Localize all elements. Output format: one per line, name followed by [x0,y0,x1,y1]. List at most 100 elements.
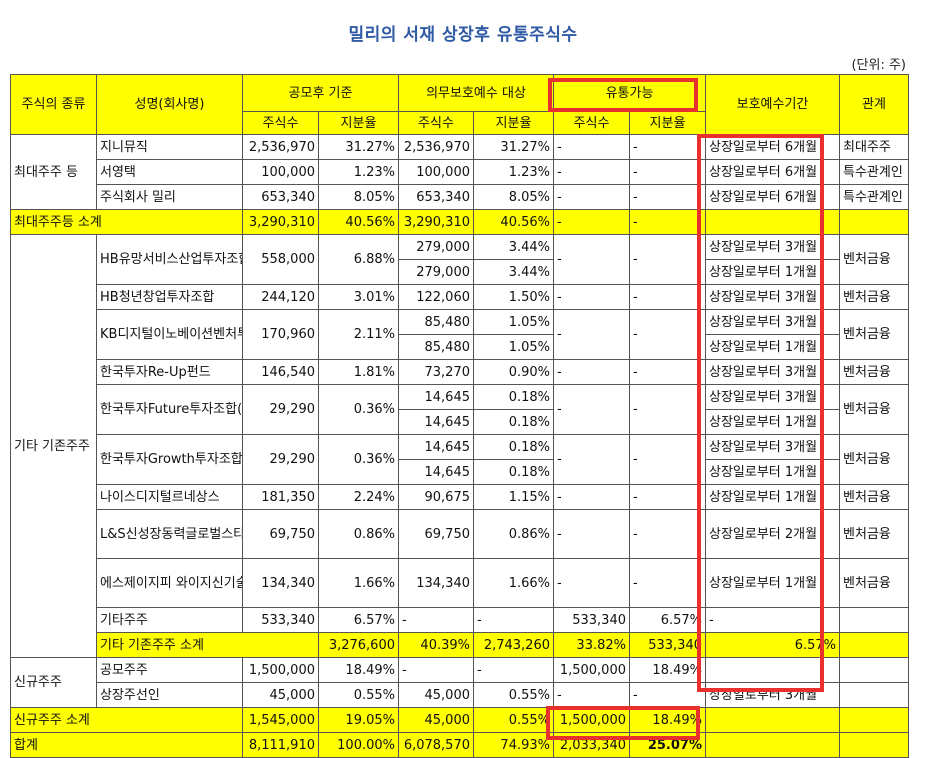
cell-period: 상장일로부터 1개월 [705,484,840,510]
group-label: 최대주주 등 [10,134,97,210]
cell-shares: 3,290,310 [242,209,319,235]
cell-lockup-shares: 73,270 [398,359,474,385]
cell-lockup-shares: 134,340 [398,558,474,608]
cell-lockup-ratio: 0.90% [473,359,554,385]
cell-ratio: 0.86% [318,509,399,559]
cell-shares: 170,960 [242,309,319,360]
cell-tradable-ratio: 18.49% [629,707,706,733]
subtotal-label: 기타 기존주주 소계 [96,632,319,658]
cell-lockup-shares: 45,000 [398,707,474,733]
cell-ratio: 6.57% [318,607,399,633]
cell-tradable-ratio: - [629,184,706,210]
cell-ratio: 2.11% [318,309,399,360]
cell-tradable-ratio: - [629,309,706,360]
header-name: 성명(회사명) [96,74,243,135]
cell-tradable-ratio: - [629,434,706,485]
cell-period: - [705,607,840,633]
cell-lockup-shares: 85,480 [398,334,474,360]
holder-name: 나이스디지털르네상스 [96,484,243,510]
cell-period: 상장일로부터 6개월 [705,159,840,185]
cell-shares: 134,340 [242,558,319,608]
cell-lockup-ratio: 31.27% [473,134,554,160]
cell-ratio: 6.88% [318,234,399,285]
cell-ratio: 18.49% [318,657,399,683]
cell-shares: 69,750 [242,509,319,559]
cell-period: 상장일로부터 1개월 [705,409,840,435]
cell-relation [839,657,909,683]
cell-tradable-ratio: - [629,209,706,235]
cell-ratio: 1.81% [318,359,399,385]
cell-tradable-ratio: - [629,284,706,310]
cell-lockup-shares: 14,645 [398,459,474,485]
cell-tradable-shares: 533,340 [553,607,630,633]
cell-tradable-shares: - [553,484,630,510]
cell-tradable-ratio: 6.57% [629,607,706,633]
cell-tradable-shares: - [553,159,630,185]
cell-lockup-ratio: 0.55% [473,682,554,708]
table-row: 주식회사 밀리 653,340 8.05% 653,340 8.05% - - … [11,184,909,210]
header-tradable-ratio: 지분율 [629,111,706,135]
total-label: 합계 [10,732,243,758]
holder-name: KB디지털이노베이션벤처투자조합 [96,309,243,360]
cell-lockup-shares: 45,000 [398,682,474,708]
cell-shares: 3,276,600 [318,632,399,658]
cell-period: 상장일로부터 1개월 [705,334,840,360]
cell-tradable-shares: - [553,309,630,360]
unit-label: (단위: 주) [851,58,906,73]
cell-lockup-shares: 2,536,970 [398,134,474,160]
cell-ratio: 1.23% [318,159,399,185]
cell-period: 상장일로부터 3개월 [705,234,840,260]
cell-shares: 244,120 [242,284,319,310]
cell-lockup-shares: - [398,657,474,683]
cell-lockup-ratio: 0.18% [473,409,554,435]
cell-ratio: 40.39% [398,632,474,658]
cell-ratio: 1.66% [318,558,399,608]
cell-lockup-ratio: 1.15% [473,484,554,510]
table-row: 한국투자Re-Up펀드 146,540 1.81% 73,270 0.90% -… [11,359,909,385]
cell-lockup-shares: - [398,607,474,633]
table-row: 상장주선인 45,000 0.55% 45,000 0.55% - - 상장일로… [11,682,909,708]
table-row: 한국투자Growth투자조합(17) 29,290 0.36% 14,645 0… [11,434,909,485]
cell-period: 상장일로부터 3개월 [705,284,840,310]
cell-tradable-shares: - [553,284,630,310]
cell-lockup-shares: 6,078,570 [398,732,474,758]
cell-period: 상장일로부터 3개월 [705,434,840,460]
cell-ratio: 2.24% [318,484,399,510]
table-row: 최대주주 등 지니뮤직 2,536,970 31.27% 2,536,970 3… [10,134,909,210]
subtotal-label: 신규주주 소계 [10,707,243,733]
cell-relation [839,707,909,733]
cell-tradable-ratio: - [629,134,706,160]
cell-lockup-shares: 100,000 [398,159,474,185]
cell-ratio: 0.55% [318,682,399,708]
cell-relation: 벤처금융 [839,234,909,285]
cell-tradable-ratio: - [629,234,706,285]
header-ipo-shares: 주식수 [242,111,319,135]
cell-tradable-shares: 533,340 [629,632,706,658]
cell-tradable-ratio: - [629,682,706,708]
cell-tradable-ratio: - [629,359,706,385]
cell-relation [839,607,909,633]
holder-name: 한국투자Growth투자조합(17) [96,434,243,485]
table-row: 279,000 3.44% 상장일로부터 1개월 [11,259,909,285]
group-label: 기타 기존주주 [10,234,97,658]
cell-lockup-shares: 279,000 [398,259,474,285]
table-row: 14,645 0.18% 상장일로부터 1개월 [11,459,909,485]
cell-tradable-shares: 2,033,340 [553,732,630,758]
cell-lockup-ratio: 74.93% [473,732,554,758]
cell-relation: 최대주주 [839,134,909,160]
cell-lockup-shares: 2,743,260 [473,632,554,658]
cell-ratio: 8.05% [318,184,399,210]
header-tradable-shares: 주식수 [553,111,630,135]
cell-tradable-shares: - [553,184,630,210]
total-row: 합계 8,111,910 100.00% 6,078,570 74.93% 2,… [10,732,909,758]
subtotal-row: 최대주주등 소계 3,290,310 40.56% 3,290,310 40.5… [10,209,909,235]
cell-tradable-ratio: 6.57% [705,632,840,658]
cell-shares: 181,350 [242,484,319,510]
cell-relation: 특수관계인 [839,184,909,210]
cell-lockup-ratio: 40.56% [473,209,554,235]
cell-lockup-ratio: 0.18% [473,434,554,460]
header-relation: 관계 [839,74,909,135]
cell-relation: 벤처금융 [839,484,909,510]
cell-period: 상장일로부터 6개월 [705,184,840,210]
cell-tradable-ratio: - [629,159,706,185]
